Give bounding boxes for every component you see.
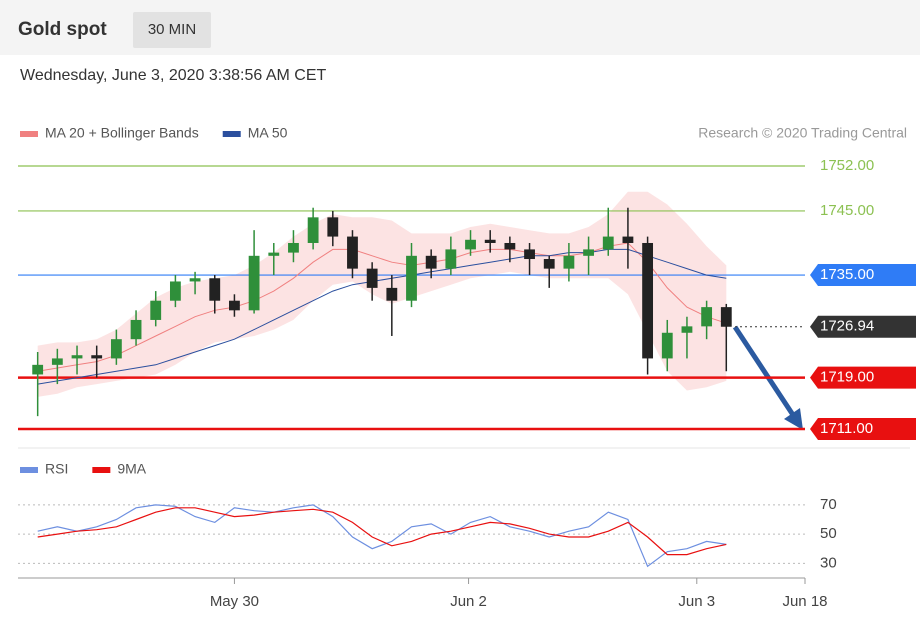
level-label: 1711.00 [820,420,873,437]
timestamp: Wednesday, June 3, 2020 3:38:56 AM CET [20,67,326,84]
candle-body [386,287,398,301]
forecast-arrowhead [784,408,803,430]
candle-body [327,217,339,237]
level-label: 1735.00 [820,266,874,283]
x-tick-label: May 30 [210,593,259,610]
legend-label: MA 50 [248,125,288,141]
interval-label[interactable]: 30 MIN [148,21,196,38]
candle-body [307,217,319,243]
candle-body [406,255,417,301]
y-tick-label: 30 [820,554,837,571]
candle-body [720,307,732,327]
candle-body [91,355,103,359]
candle-body [71,355,83,359]
credit: Research © 2020 Trading Central [698,125,907,141]
candle-body [32,364,44,375]
candle-body [150,300,162,320]
candle-body [583,249,594,256]
forecast-arrow [732,325,800,423]
instrument-title: Gold spot [18,19,107,40]
candle-body [543,259,555,269]
legend-label: MA 20 + Bollinger Bands [45,125,199,141]
indicator-line [37,504,727,568]
candle-body [248,255,260,311]
candle-body [445,249,457,269]
level-label: 1752.00 [820,157,874,174]
level-tag [810,264,916,287]
candle-body [51,358,63,365]
candle-body [465,239,476,250]
candle-body [622,236,634,243]
legend-swatch [20,131,38,137]
candle-body [425,255,437,269]
candle-body [661,332,673,359]
candle-body [602,236,614,250]
level-label: 1745.00 [820,202,874,219]
legend-swatch [20,467,38,473]
x-tick-label: Jun 18 [782,593,827,610]
candle-body [484,239,496,243]
level-tag [810,417,916,440]
candle-body [189,278,201,282]
legend-label: RSI [45,461,68,477]
y-tick-label: 70 [820,496,837,513]
candle-body [347,236,358,269]
interval-button[interactable] [133,12,211,48]
candle-body [563,255,575,269]
candle-body [701,307,713,327]
candle-body [110,339,122,359]
candle-body [504,242,516,250]
legend-swatch [222,131,241,137]
indicator-line [37,507,727,556]
candle-body [209,278,221,301]
y-tick-label: 50 [820,525,837,542]
candle-body [229,300,240,311]
legend-label: 9MA [117,461,146,477]
candle-body [130,319,142,340]
x-tick-label: Jun 2 [450,593,487,610]
bollinger-band [37,191,727,397]
candle-body [524,249,535,260]
legend-swatch [92,467,111,473]
candle-body [681,326,693,333]
candle-body [268,252,280,256]
level-label: 1719.00 [820,369,874,386]
candle-body [169,281,181,301]
level-tag [810,315,916,338]
candle-body [642,242,654,359]
level-label: 1726.94 [820,318,874,335]
level-tag [810,366,916,389]
candle-body [288,242,299,253]
candle-body [366,268,378,288]
x-tick-label: Jun 3 [678,593,715,610]
